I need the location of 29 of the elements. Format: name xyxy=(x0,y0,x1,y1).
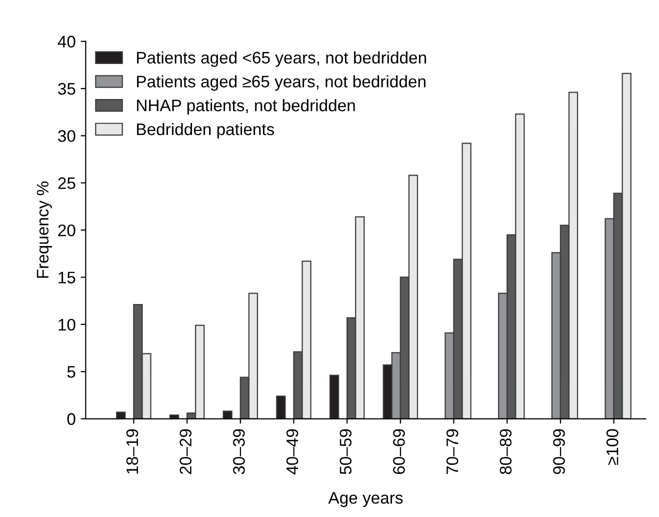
y-tick-label: 35 xyxy=(58,82,76,95)
y-tick-label: 15 xyxy=(58,272,76,284)
x-tick-label: 70–79 xyxy=(446,429,458,474)
bar xyxy=(329,374,340,419)
legend-label: NHAP patients, not bedridden xyxy=(137,99,355,115)
y-tick-label: 5 xyxy=(67,366,76,378)
x-tick-label: 20–29 xyxy=(180,429,192,474)
y-tick-label: 40 xyxy=(58,36,76,48)
y-tick-label: 30 xyxy=(58,130,76,142)
y-axis-title: Frequency % xyxy=(36,182,52,278)
bar xyxy=(276,396,286,419)
x-tick-label: ≥100 xyxy=(606,429,618,465)
legend-label: Patients aged <65 years, not bedridden xyxy=(137,51,426,67)
y-tick-label: 0 xyxy=(67,413,76,425)
x-tick-label: 30–39 xyxy=(233,429,245,474)
bar xyxy=(116,412,126,419)
x-tick-label: 90–99 xyxy=(553,429,565,474)
x-tick-label: 50–59 xyxy=(340,429,352,474)
y-tick-label: 10 xyxy=(58,318,76,331)
x-tick-label: 18–19 xyxy=(126,429,138,474)
x-axis-title: Age years xyxy=(328,492,403,508)
y-tick-label: 20 xyxy=(58,224,76,236)
x-tick-label: 60–69 xyxy=(393,429,405,474)
legend-label: Bedridden patients xyxy=(137,122,274,139)
y-tick-label: 25 xyxy=(58,177,76,190)
legend-label: Patients aged ≥65 years, not bedridden xyxy=(137,75,426,91)
x-tick-label: 80–89 xyxy=(500,429,512,474)
x-tick-label: 40–49 xyxy=(286,429,298,474)
bar xyxy=(222,410,232,419)
